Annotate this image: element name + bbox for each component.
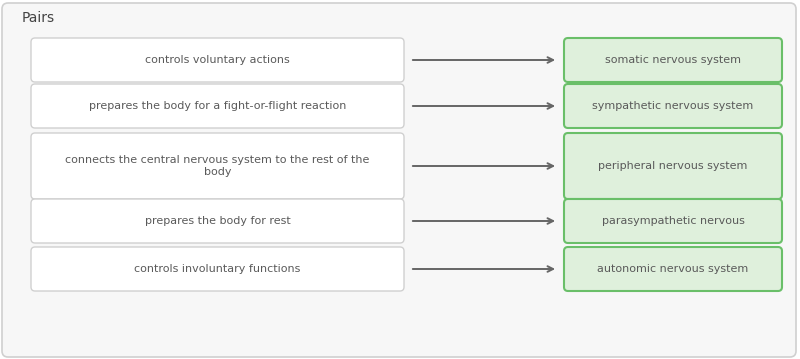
Text: somatic nervous system: somatic nervous system	[605, 55, 741, 65]
Text: connects the central nervous system to the rest of the
body: connects the central nervous system to t…	[66, 155, 370, 177]
FancyBboxPatch shape	[31, 38, 404, 82]
Text: parasympathetic nervous: parasympathetic nervous	[602, 216, 745, 226]
Text: peripheral nervous system: peripheral nervous system	[598, 161, 748, 171]
Text: autonomic nervous system: autonomic nervous system	[598, 264, 749, 274]
FancyBboxPatch shape	[564, 133, 782, 199]
Text: controls involuntary functions: controls involuntary functions	[134, 264, 301, 274]
FancyBboxPatch shape	[564, 247, 782, 291]
FancyBboxPatch shape	[564, 38, 782, 82]
Text: controls voluntary actions: controls voluntary actions	[145, 55, 290, 65]
Text: sympathetic nervous system: sympathetic nervous system	[592, 101, 754, 111]
FancyBboxPatch shape	[31, 247, 404, 291]
Text: prepares the body for rest: prepares the body for rest	[145, 216, 290, 226]
FancyBboxPatch shape	[31, 84, 404, 128]
FancyBboxPatch shape	[2, 3, 796, 357]
FancyBboxPatch shape	[31, 199, 404, 243]
Text: Pairs: Pairs	[22, 11, 55, 25]
Text: prepares the body for a fight-or-flight reaction: prepares the body for a fight-or-flight …	[89, 101, 346, 111]
FancyBboxPatch shape	[31, 133, 404, 199]
FancyBboxPatch shape	[564, 199, 782, 243]
FancyBboxPatch shape	[564, 84, 782, 128]
